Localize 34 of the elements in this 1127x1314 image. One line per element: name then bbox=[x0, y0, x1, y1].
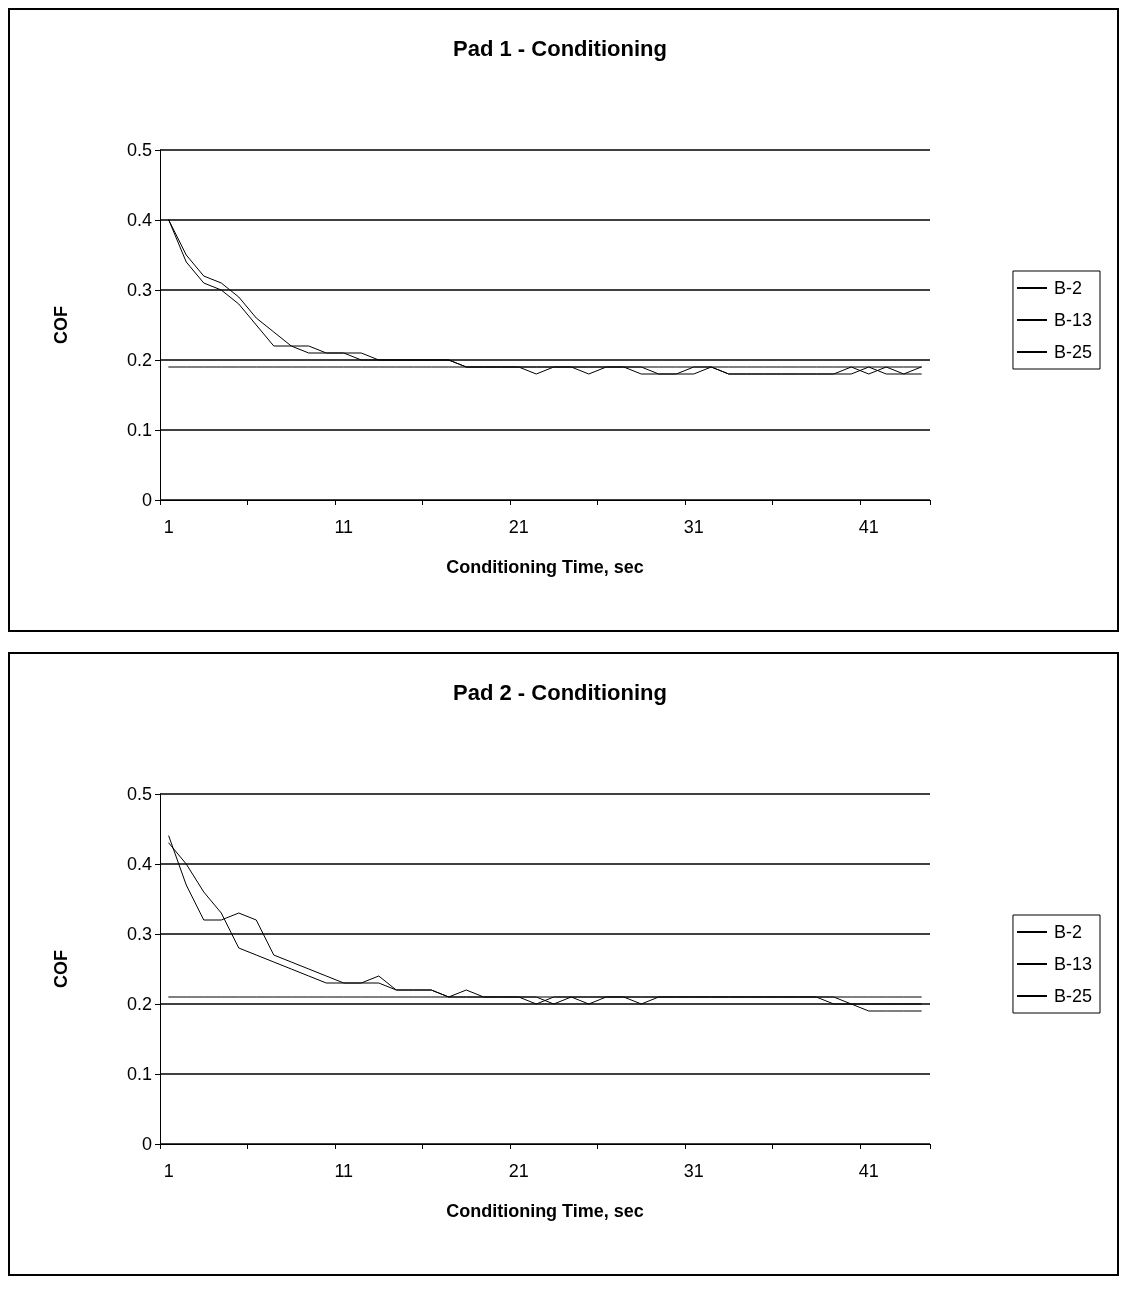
y-tick-label: 0.5 bbox=[126, 140, 152, 160]
y-tick-label: 0.2 bbox=[126, 350, 152, 370]
y-tick-label: 0.5 bbox=[126, 784, 152, 804]
chart-title: Pad 2 - Conditioning bbox=[453, 679, 667, 705]
x-tick-label: 11 bbox=[334, 1161, 354, 1181]
x-tick-label: 41 bbox=[858, 517, 879, 537]
legend-label: B-2 bbox=[1053, 922, 1082, 942]
y-tick-label: 0.4 bbox=[126, 210, 152, 230]
x-tick-label: 21 bbox=[508, 1161, 529, 1181]
y-tick-label: 0.2 bbox=[126, 994, 152, 1014]
legend-label: B-25 bbox=[1053, 986, 1093, 1006]
x-axis-title: Conditioning Time, sec bbox=[446, 1201, 644, 1221]
x-axis-title: Conditioning Time, sec bbox=[446, 557, 644, 577]
y-axis-title: COF bbox=[51, 306, 71, 344]
legend-label: B-2 bbox=[1053, 278, 1082, 298]
y-tick-label: 0 bbox=[141, 1134, 152, 1154]
x-tick-label: 1 bbox=[163, 1161, 174, 1181]
y-axis-title: COF bbox=[51, 950, 71, 988]
y-tick-label: 0 bbox=[141, 490, 152, 510]
y-tick-label: 0.3 bbox=[126, 280, 152, 300]
x-tick-label: 41 bbox=[858, 1161, 879, 1181]
x-tick-label: 11 bbox=[334, 517, 354, 537]
legend-label: B-13 bbox=[1053, 954, 1093, 974]
y-tick-label: 0.4 bbox=[126, 854, 152, 874]
legend-label: B-13 bbox=[1053, 310, 1093, 330]
legend-label: B-25 bbox=[1053, 342, 1093, 362]
x-tick-label: 21 bbox=[508, 517, 529, 537]
y-tick-label: 0.3 bbox=[126, 924, 152, 944]
x-tick-label: 31 bbox=[683, 1161, 704, 1181]
x-tick-label: 31 bbox=[683, 517, 704, 537]
x-tick-label: 1 bbox=[163, 517, 174, 537]
y-tick-label: 0.1 bbox=[126, 420, 152, 440]
chart-title: Pad 1 - Conditioning bbox=[453, 35, 667, 61]
y-tick-label: 0.1 bbox=[126, 1064, 152, 1084]
